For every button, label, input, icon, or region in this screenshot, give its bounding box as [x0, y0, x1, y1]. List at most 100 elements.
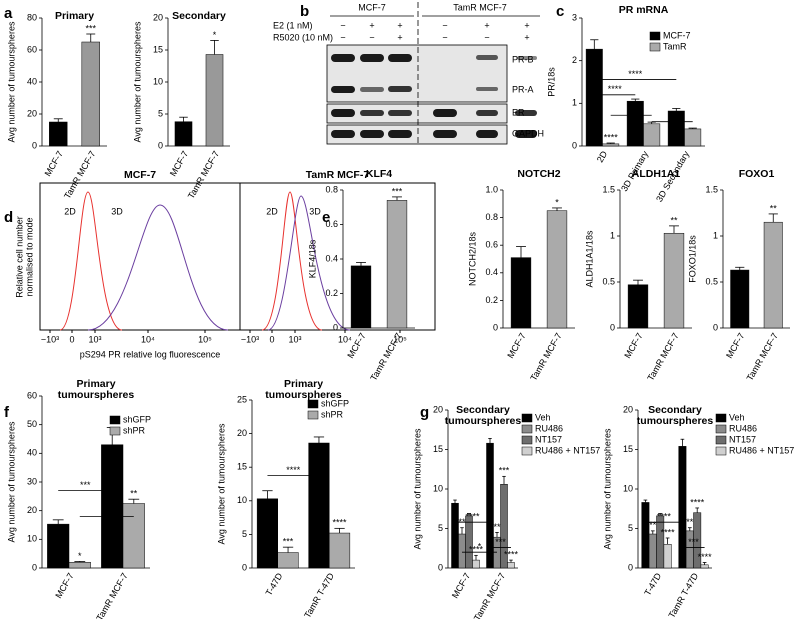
x-tick-label: T-47D: [264, 571, 285, 598]
bar: [174, 121, 193, 147]
x-tick-label: 10³: [88, 334, 101, 344]
chart-title: Secondary: [648, 404, 702, 416]
significance: ****: [690, 497, 705, 507]
y-tick-label: 10: [153, 76, 163, 86]
significance: ***: [392, 186, 403, 196]
flow-plots: [39, 182, 436, 331]
y-tick-label: 40: [27, 448, 37, 458]
y-axis-label: Avg number of tumourspheres: [6, 21, 16, 142]
legend-swatch: [649, 31, 661, 41]
x-tick-label: TamR MCF-7: [645, 331, 680, 382]
y-tick-label: 3: [572, 12, 577, 22]
legend-swatch: [521, 413, 533, 423]
flow-title: MCF-7: [124, 169, 156, 181]
legend-swatch: [109, 415, 121, 425]
bracket-label: ***: [688, 537, 699, 547]
bar: [507, 562, 515, 569]
significance: ***: [283, 537, 294, 547]
y-tick-label: 10: [433, 483, 443, 493]
y-tick-label: 0: [713, 322, 718, 332]
y-tick-label: 40: [27, 76, 37, 86]
bracket-label: ****: [286, 465, 301, 475]
legend-swatch: [307, 410, 319, 420]
x-tick-label: TamR MCF-7: [368, 331, 403, 382]
significance: ****: [333, 518, 348, 528]
bar: [465, 515, 473, 569]
bar: [510, 257, 532, 329]
x-tick-label: TamR MCF-7: [745, 331, 780, 382]
x-tick-label: −10³: [41, 334, 59, 344]
bar: [329, 532, 351, 569]
flow-ylabel: normalised to mode: [24, 217, 34, 296]
y-tick-label: 80: [27, 12, 37, 22]
x-tick-label: 2D: [595, 149, 610, 164]
y-tick-label: 0: [32, 562, 37, 572]
legend-swatch: [307, 399, 319, 409]
bar: [81, 41, 100, 147]
y-tick-label: 0: [493, 322, 498, 332]
bar: [684, 128, 702, 147]
x-tick-label: MCF-7: [450, 571, 472, 600]
chart-title: Primary: [284, 378, 323, 390]
significance: *: [213, 30, 217, 40]
x-tick-label: MCF-7: [168, 149, 190, 178]
panel-letter: d: [4, 209, 13, 226]
bar: [663, 544, 672, 569]
chart-title: NOTCH2: [517, 168, 560, 180]
x-tick-label: 10³: [288, 334, 301, 344]
y-tick-label: 15: [623, 444, 633, 454]
panel-letter: c: [556, 3, 564, 20]
treatment-sign: +: [524, 20, 529, 30]
y-tick-label: 0: [628, 562, 633, 572]
y-axis-label: PR/18s: [546, 67, 556, 97]
bracket-label: *: [478, 542, 482, 552]
bracket-label: ***: [495, 537, 506, 547]
legend-swatch: [649, 42, 661, 52]
x-tick-label: 0: [269, 334, 274, 344]
x-tick-label: MCF-7: [724, 331, 746, 360]
y-axis-label: Avg number of tumourspheres: [132, 21, 142, 142]
legend-label: TamR: [663, 41, 687, 51]
y-axis-label: FOXO1/18s: [687, 235, 697, 283]
significance: ****: [490, 522, 505, 532]
chart-title: Primary: [76, 378, 115, 390]
bar: [663, 232, 685, 329]
significance: **: [130, 489, 138, 499]
legend-label: RU486: [729, 423, 757, 433]
chart-title: tumourspheres: [265, 389, 342, 401]
legend-label: NT157: [535, 434, 562, 444]
treatment-sign: −: [340, 32, 345, 42]
y-tick-label: 20: [623, 404, 633, 414]
significance: **: [770, 203, 778, 213]
y-tick-label: 1: [610, 230, 615, 240]
y-tick-label: 0.8: [325, 184, 338, 194]
y-tick-label: 20: [153, 12, 163, 22]
x-tick-label: TamR MCF-7: [472, 571, 507, 619]
y-tick-label: 1.0: [485, 184, 498, 194]
y-tick-label: 30: [27, 476, 37, 486]
significance: ****: [469, 545, 484, 555]
chart-title: tumourspheres: [58, 389, 135, 401]
bar: [763, 221, 783, 329]
y-tick-label: 1: [713, 230, 718, 240]
y-tick-label: 0: [242, 562, 247, 572]
flow-label: 2D: [64, 206, 76, 216]
chart-title: ALDH1A1: [632, 168, 681, 180]
legend-label: RU486: [535, 423, 563, 433]
significance: ****: [504, 549, 519, 559]
significance: ***: [499, 466, 510, 476]
x-tick-label: 10⁴: [141, 334, 155, 344]
x-tick-label: 0: [69, 334, 74, 344]
y-tick-label: 60: [27, 44, 37, 54]
y-tick-label: 5: [438, 523, 443, 533]
legend-swatch: [715, 413, 727, 423]
x-tick-label: MCF-7: [505, 331, 527, 360]
y-tick-label: 20: [27, 108, 37, 118]
legend-label: NT157: [729, 434, 756, 444]
y-tick-label: 15: [153, 44, 163, 54]
y-axis-label: Avg number of tumourspheres: [6, 421, 16, 542]
band-label: PR-A: [512, 84, 534, 94]
y-axis-label: KLF4/18s: [307, 239, 317, 278]
significance: ****: [604, 132, 619, 142]
